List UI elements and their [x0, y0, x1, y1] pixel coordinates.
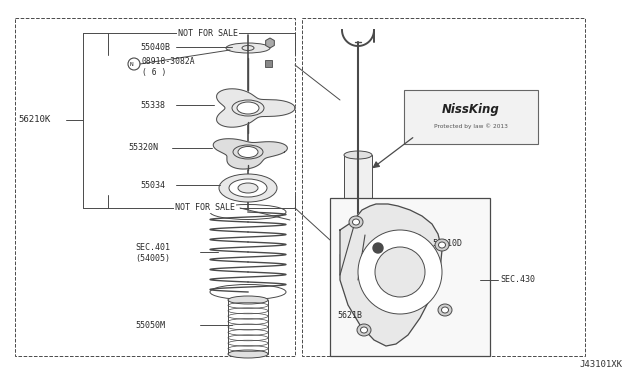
Text: 55050M: 55050M — [135, 321, 165, 330]
Polygon shape — [340, 204, 442, 346]
Text: 08918-3082A: 08918-3082A — [142, 58, 196, 67]
Ellipse shape — [344, 151, 372, 159]
Text: NOT FOR SALE: NOT FOR SALE — [178, 29, 238, 38]
Text: (54005): (54005) — [135, 253, 170, 263]
Text: 56210K: 56210K — [18, 115, 51, 125]
Circle shape — [375, 247, 425, 297]
Ellipse shape — [339, 233, 378, 247]
Text: 55338: 55338 — [140, 100, 165, 109]
Polygon shape — [216, 89, 295, 127]
Text: NissKing: NissKing — [442, 103, 500, 115]
Ellipse shape — [229, 179, 267, 197]
Text: 5621B: 5621B — [337, 311, 362, 320]
Ellipse shape — [360, 327, 367, 333]
Ellipse shape — [219, 174, 277, 202]
Text: 55040B: 55040B — [140, 42, 170, 51]
Ellipse shape — [344, 241, 372, 249]
Ellipse shape — [238, 183, 258, 193]
Ellipse shape — [442, 307, 449, 313]
Text: 55320N: 55320N — [128, 144, 158, 153]
Ellipse shape — [237, 102, 259, 114]
Ellipse shape — [438, 242, 445, 248]
Ellipse shape — [228, 350, 268, 358]
Ellipse shape — [435, 239, 449, 251]
Polygon shape — [213, 139, 287, 169]
Text: J43101XK: J43101XK — [579, 360, 622, 369]
Ellipse shape — [228, 296, 268, 304]
FancyBboxPatch shape — [404, 90, 538, 144]
Ellipse shape — [353, 219, 360, 225]
Text: 55034: 55034 — [140, 180, 165, 189]
Bar — [302, 18, 585, 356]
Bar — [15, 18, 295, 356]
Text: N: N — [129, 61, 133, 67]
Ellipse shape — [357, 324, 371, 336]
Text: ( 6 ): ( 6 ) — [142, 67, 166, 77]
Circle shape — [358, 230, 442, 314]
Text: NOT FOR SALE: NOT FOR SALE — [175, 203, 235, 212]
Ellipse shape — [438, 304, 452, 316]
Text: Protected by law © 2013: Protected by law © 2013 — [434, 123, 508, 129]
Bar — [265, 60, 272, 67]
Ellipse shape — [226, 43, 270, 53]
Bar — [330, 198, 490, 356]
Text: 56210D: 56210D — [432, 240, 462, 248]
Circle shape — [373, 243, 383, 253]
Ellipse shape — [238, 147, 258, 157]
Ellipse shape — [349, 216, 363, 228]
Text: SEC.401: SEC.401 — [135, 244, 170, 253]
Text: SEC.430: SEC.430 — [500, 276, 535, 285]
Bar — [344, 155, 372, 245]
